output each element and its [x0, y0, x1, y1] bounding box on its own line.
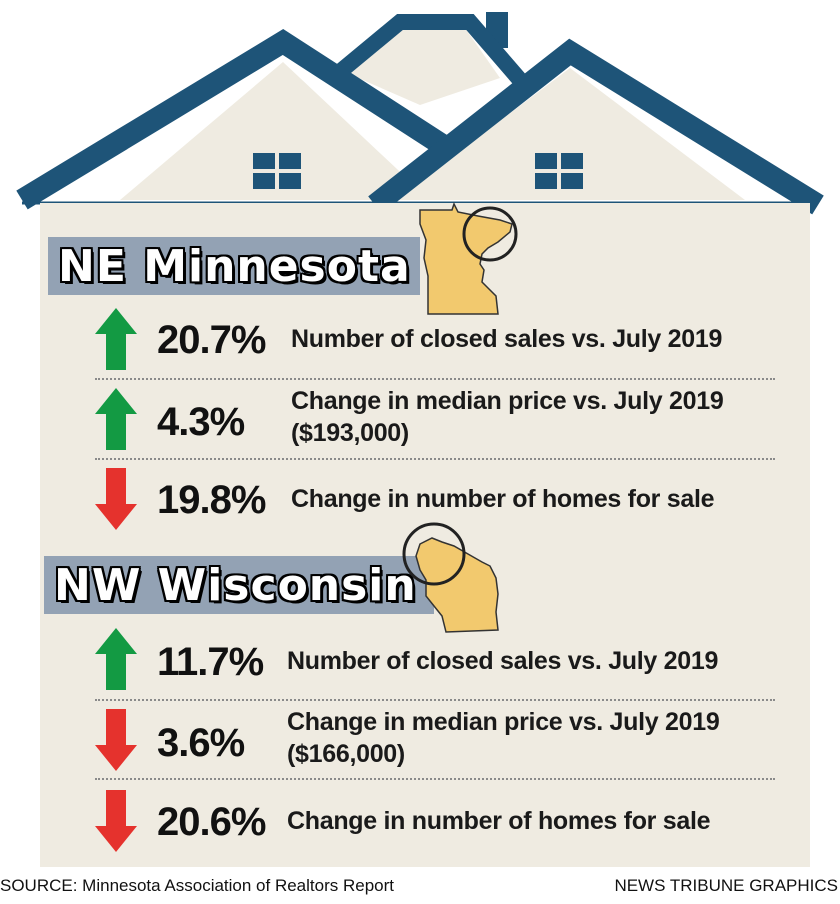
stat-percent: 19.8% — [157, 478, 266, 522]
stat-description: Change in number of homes for sale — [287, 807, 711, 835]
house-body — [40, 203, 810, 867]
stat-row: 19.8% Change in number of homes for sale — [95, 462, 775, 534]
house-roof-illustration — [16, 12, 824, 215]
arrow-up-icon — [95, 388, 137, 450]
source-credit: SOURCE: Minnesota Association of Realtor… — [0, 876, 395, 895]
stat-description: Change in number of homes for sale — [291, 485, 715, 513]
stat-percent: 11.7% — [157, 640, 264, 684]
stat-row: 4.3% Change in median price vs. July 201… — [95, 380, 775, 460]
arrow-down-icon — [95, 790, 137, 852]
section-title: NE Minnesota — [58, 240, 411, 292]
stat-row: 3.6% Change in median price vs. July 201… — [95, 701, 775, 780]
window-right-icon — [535, 153, 583, 189]
stat-row: 20.6% Change in number of homes for sale — [95, 782, 775, 857]
arrow-down-icon — [95, 468, 137, 530]
stat-description: Change in median price vs. July 2019 — [291, 387, 724, 415]
arrow-up-icon — [95, 308, 137, 370]
arrow-up-icon — [95, 628, 137, 690]
stat-price: ($193,000) — [291, 419, 409, 447]
stat-description: Change in median price vs. July 2019 — [287, 708, 720, 736]
minnesota-map-icon — [419, 202, 518, 315]
window-left-icon — [253, 153, 301, 189]
graphics-credit: NEWS TRIBUNE GRAPHICS — [614, 876, 838, 895]
stat-percent: 20.6% — [157, 800, 266, 844]
stat-row: 11.7% Number of closed sales vs. July 20… — [95, 624, 775, 701]
section-banner-ne-minnesota: NE Minnesota — [48, 237, 420, 295]
section-banner-nw-wisconsin: NW Wisconsin — [44, 556, 434, 614]
stat-price: ($166,000) — [287, 740, 405, 768]
wisconsin-map-icon — [402, 522, 499, 633]
stat-row: 20.7% Number of closed sales vs. July 20… — [95, 302, 775, 380]
stat-percent: 3.6% — [157, 721, 245, 765]
stat-description: Number of closed sales vs. July 2019 — [287, 647, 719, 675]
stat-percent: 20.7% — [157, 318, 266, 362]
stat-description: Number of closed sales vs. July 2019 — [291, 325, 723, 353]
stat-percent: 4.3% — [157, 400, 245, 444]
section-title: NW Wisconsin — [54, 559, 417, 611]
arrow-down-icon — [95, 709, 137, 771]
